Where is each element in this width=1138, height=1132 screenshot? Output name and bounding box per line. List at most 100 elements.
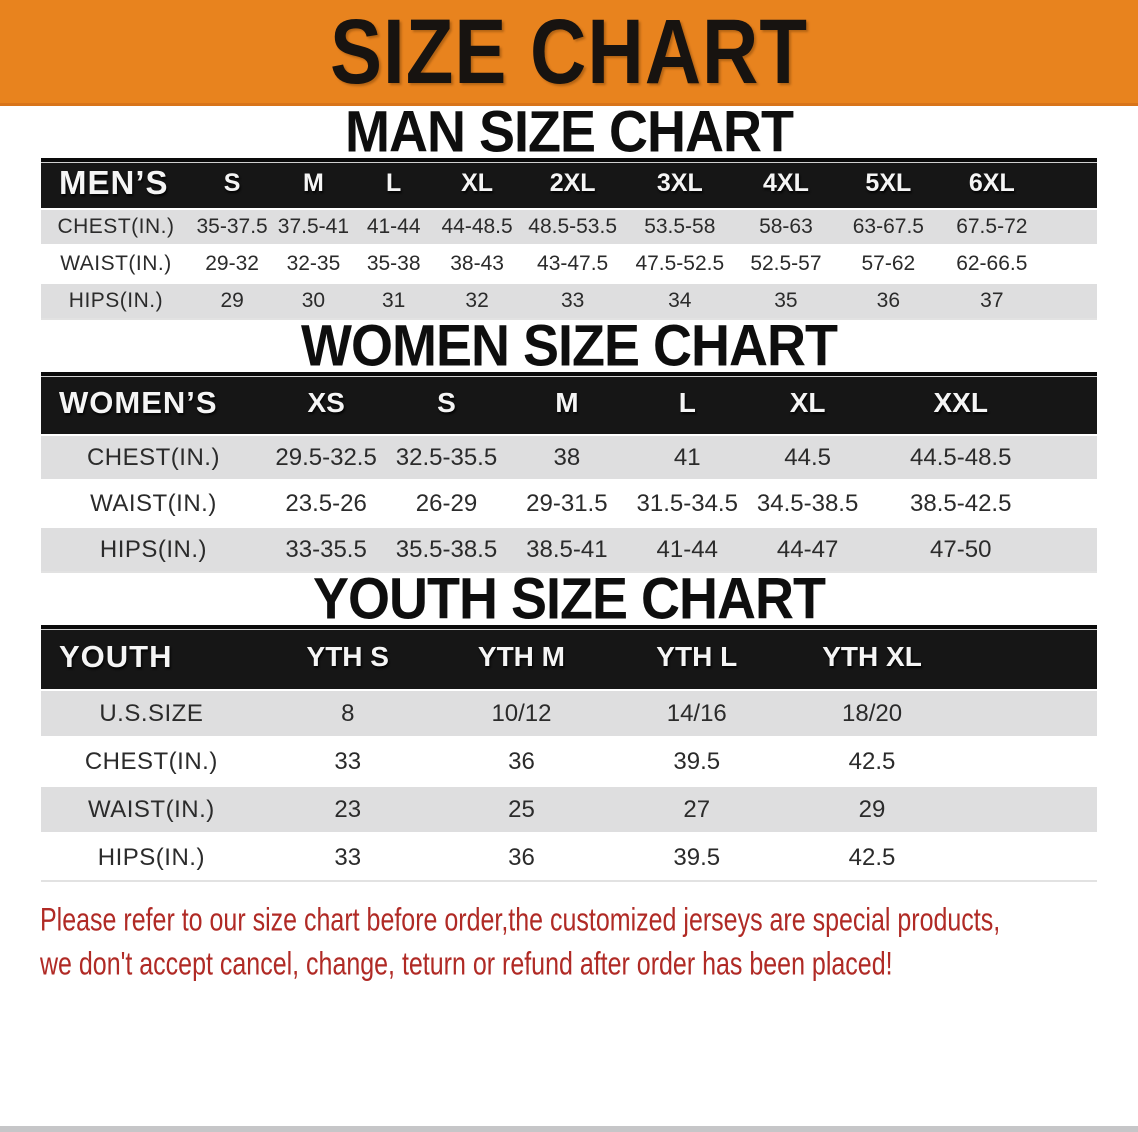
size-value-cell: 52.5-57 bbox=[734, 245, 838, 284]
size-value-cell: 47-50 bbox=[867, 526, 1054, 573]
size-value-cell: 63-67.5 bbox=[837, 209, 940, 247]
table-row: WAIST(IN.) 23.5-26 26-29 29-31.5 31.5-34.5 34… bbox=[41, 480, 1097, 528]
column-header: YTH XL bbox=[784, 625, 960, 691]
spacer-cell bbox=[1053, 435, 1097, 482]
column-header: 5XL bbox=[837, 158, 940, 210]
size-value-cell: 67.5-72 bbox=[939, 209, 1045, 247]
size-value-cell: 10/12 bbox=[433, 690, 610, 739]
size-value-cell: 44-48.5 bbox=[433, 209, 521, 247]
women-size-chart-heading: WOMEN SIZE CHART bbox=[301, 313, 838, 379]
size-value-cell: 23.5-26 bbox=[265, 480, 387, 528]
disclaimer: Please refer to our size chart before or… bbox=[40, 898, 1138, 986]
size-value-cell: 38 bbox=[506, 435, 628, 482]
table-row: HIPS(IN.) 33 36 39.5 42.5 bbox=[41, 833, 1097, 882]
table-group-label: MEN’S bbox=[41, 158, 191, 210]
size-value-cell: 41 bbox=[627, 435, 748, 482]
size-value-cell: 57-62 bbox=[837, 245, 940, 284]
spacer-cell bbox=[1053, 526, 1097, 573]
bottom-strip bbox=[0, 1126, 1138, 1132]
size-value-cell: 37 bbox=[939, 282, 1045, 320]
spacer-cell bbox=[1053, 480, 1097, 528]
size-value-cell: 26-29 bbox=[386, 480, 507, 528]
size-value-cell: 31 bbox=[353, 282, 434, 320]
table-row: HIPS(IN.) 29 30 31 32 33 34 35 36 37 bbox=[41, 282, 1097, 320]
size-value-cell: 39.5 bbox=[609, 737, 785, 787]
size-value-cell: 36 bbox=[433, 737, 610, 787]
row-label: HIPS(IN.) bbox=[41, 282, 191, 320]
size-value-cell: 32-35 bbox=[273, 245, 354, 284]
size-value-cell: 36 bbox=[433, 833, 610, 882]
men-size-table: MEN’S S M L XL 2XL 3XL 4XL 5XL 6XL CHEST(IN.) 35-37… bbox=[41, 158, 1097, 320]
size-value-cell: 29 bbox=[190, 282, 274, 320]
size-value-cell: 58-63 bbox=[734, 209, 838, 247]
column-header: 6XL bbox=[939, 158, 1045, 210]
disclaimer-line-1: Please refer to our size chart before or… bbox=[40, 901, 1001, 939]
column-header: YTH S bbox=[261, 625, 434, 691]
row-label: CHEST(IN.) bbox=[41, 209, 191, 247]
column-header: XL bbox=[433, 158, 521, 210]
youth-size-table: YOUTH YTH S YTH M YTH L YTH XL U.S.SIZE 8 10/12… bbox=[41, 625, 1097, 882]
size-value-cell: 38-43 bbox=[433, 245, 521, 284]
column-header: XXL bbox=[867, 372, 1054, 436]
spacer-cell bbox=[1053, 372, 1097, 436]
row-label: WAIST(IN.) bbox=[41, 245, 191, 284]
column-header: M bbox=[273, 158, 354, 210]
column-header: 4XL bbox=[734, 158, 838, 210]
table-header-row: YOUTH YTH S YTH M YTH L YTH XL bbox=[41, 625, 1097, 691]
column-header: YTH M bbox=[433, 625, 610, 691]
size-value-cell: 35-37.5 bbox=[190, 209, 274, 247]
spacer-cell bbox=[959, 833, 1097, 882]
column-header: L bbox=[353, 158, 434, 210]
size-value-cell: 18/20 bbox=[784, 690, 960, 739]
spacer-cell bbox=[1044, 209, 1097, 247]
size-value-cell: 29.5-32.5 bbox=[265, 435, 387, 482]
size-value-cell: 42.5 bbox=[784, 833, 960, 882]
table-row: HIPS(IN.) 33-35.5 35.5-38.5 38.5-41 41-44 44-… bbox=[41, 526, 1097, 573]
spacer-cell bbox=[1044, 158, 1097, 210]
size-value-cell: 8 bbox=[261, 690, 434, 739]
size-value-cell: 29 bbox=[784, 785, 960, 835]
size-value-cell: 35 bbox=[734, 282, 838, 320]
spacer-cell bbox=[1044, 245, 1097, 284]
column-header: S bbox=[190, 158, 274, 210]
size-value-cell: 36 bbox=[837, 282, 940, 320]
spacer-cell bbox=[1044, 282, 1097, 320]
size-value-cell: 41-44 bbox=[353, 209, 434, 247]
size-value-cell: 29-31.5 bbox=[506, 480, 628, 528]
size-value-cell: 33 bbox=[520, 282, 625, 320]
disclaimer-line-2: we don't accept cancel, change, teturn o… bbox=[40, 945, 893, 983]
size-value-cell: 31.5-34.5 bbox=[627, 480, 748, 528]
table-header-row: WOMEN’S XS S M L XL XXL bbox=[41, 372, 1097, 436]
size-value-cell: 47.5-52.5 bbox=[624, 245, 735, 284]
size-value-cell: 27 bbox=[609, 785, 785, 835]
size-value-cell: 14/16 bbox=[609, 690, 785, 739]
table-row: U.S.SIZE 8 10/12 14/16 18/20 bbox=[41, 690, 1097, 739]
size-value-cell: 23 bbox=[261, 785, 434, 835]
column-header: XL bbox=[747, 372, 868, 436]
size-value-cell: 33 bbox=[261, 737, 434, 787]
size-value-cell: 42.5 bbox=[784, 737, 960, 787]
row-label: CHEST(IN.) bbox=[41, 737, 262, 787]
man-size-chart-heading: MAN SIZE CHART bbox=[345, 99, 794, 165]
size-value-cell: 34.5-38.5 bbox=[747, 480, 868, 528]
size-value-cell: 48.5-53.5 bbox=[520, 209, 625, 247]
column-header: XS bbox=[265, 372, 387, 436]
row-label: WAIST(IN.) bbox=[41, 480, 266, 528]
spacer-cell bbox=[959, 690, 1097, 739]
size-value-cell: 37.5-41 bbox=[273, 209, 354, 247]
size-value-cell: 25 bbox=[433, 785, 610, 835]
youth-size-chart-heading: YOUTH SIZE CHART bbox=[312, 566, 826, 632]
size-value-cell: 41-44 bbox=[627, 526, 748, 573]
size-value-cell: 44.5-48.5 bbox=[867, 435, 1054, 482]
table-header-row: MEN’S S M L XL 2XL 3XL 4XL 5XL 6XL bbox=[41, 158, 1097, 210]
size-value-cell: 44-47 bbox=[747, 526, 868, 573]
column-header: M bbox=[506, 372, 628, 436]
size-value-cell: 39.5 bbox=[609, 833, 785, 882]
size-value-cell: 32 bbox=[433, 282, 521, 320]
size-value-cell: 30 bbox=[273, 282, 354, 320]
women-size-chart-section: WOMEN SIZE CHART WOMEN’S XS S M L XL XXL CHEST(… bbox=[0, 313, 1138, 573]
row-label: U.S.SIZE bbox=[41, 690, 262, 739]
size-value-cell: 35-38 bbox=[353, 245, 434, 284]
table-group-label: WOMEN’S bbox=[41, 372, 266, 436]
size-value-cell: 53.5-58 bbox=[624, 209, 735, 247]
